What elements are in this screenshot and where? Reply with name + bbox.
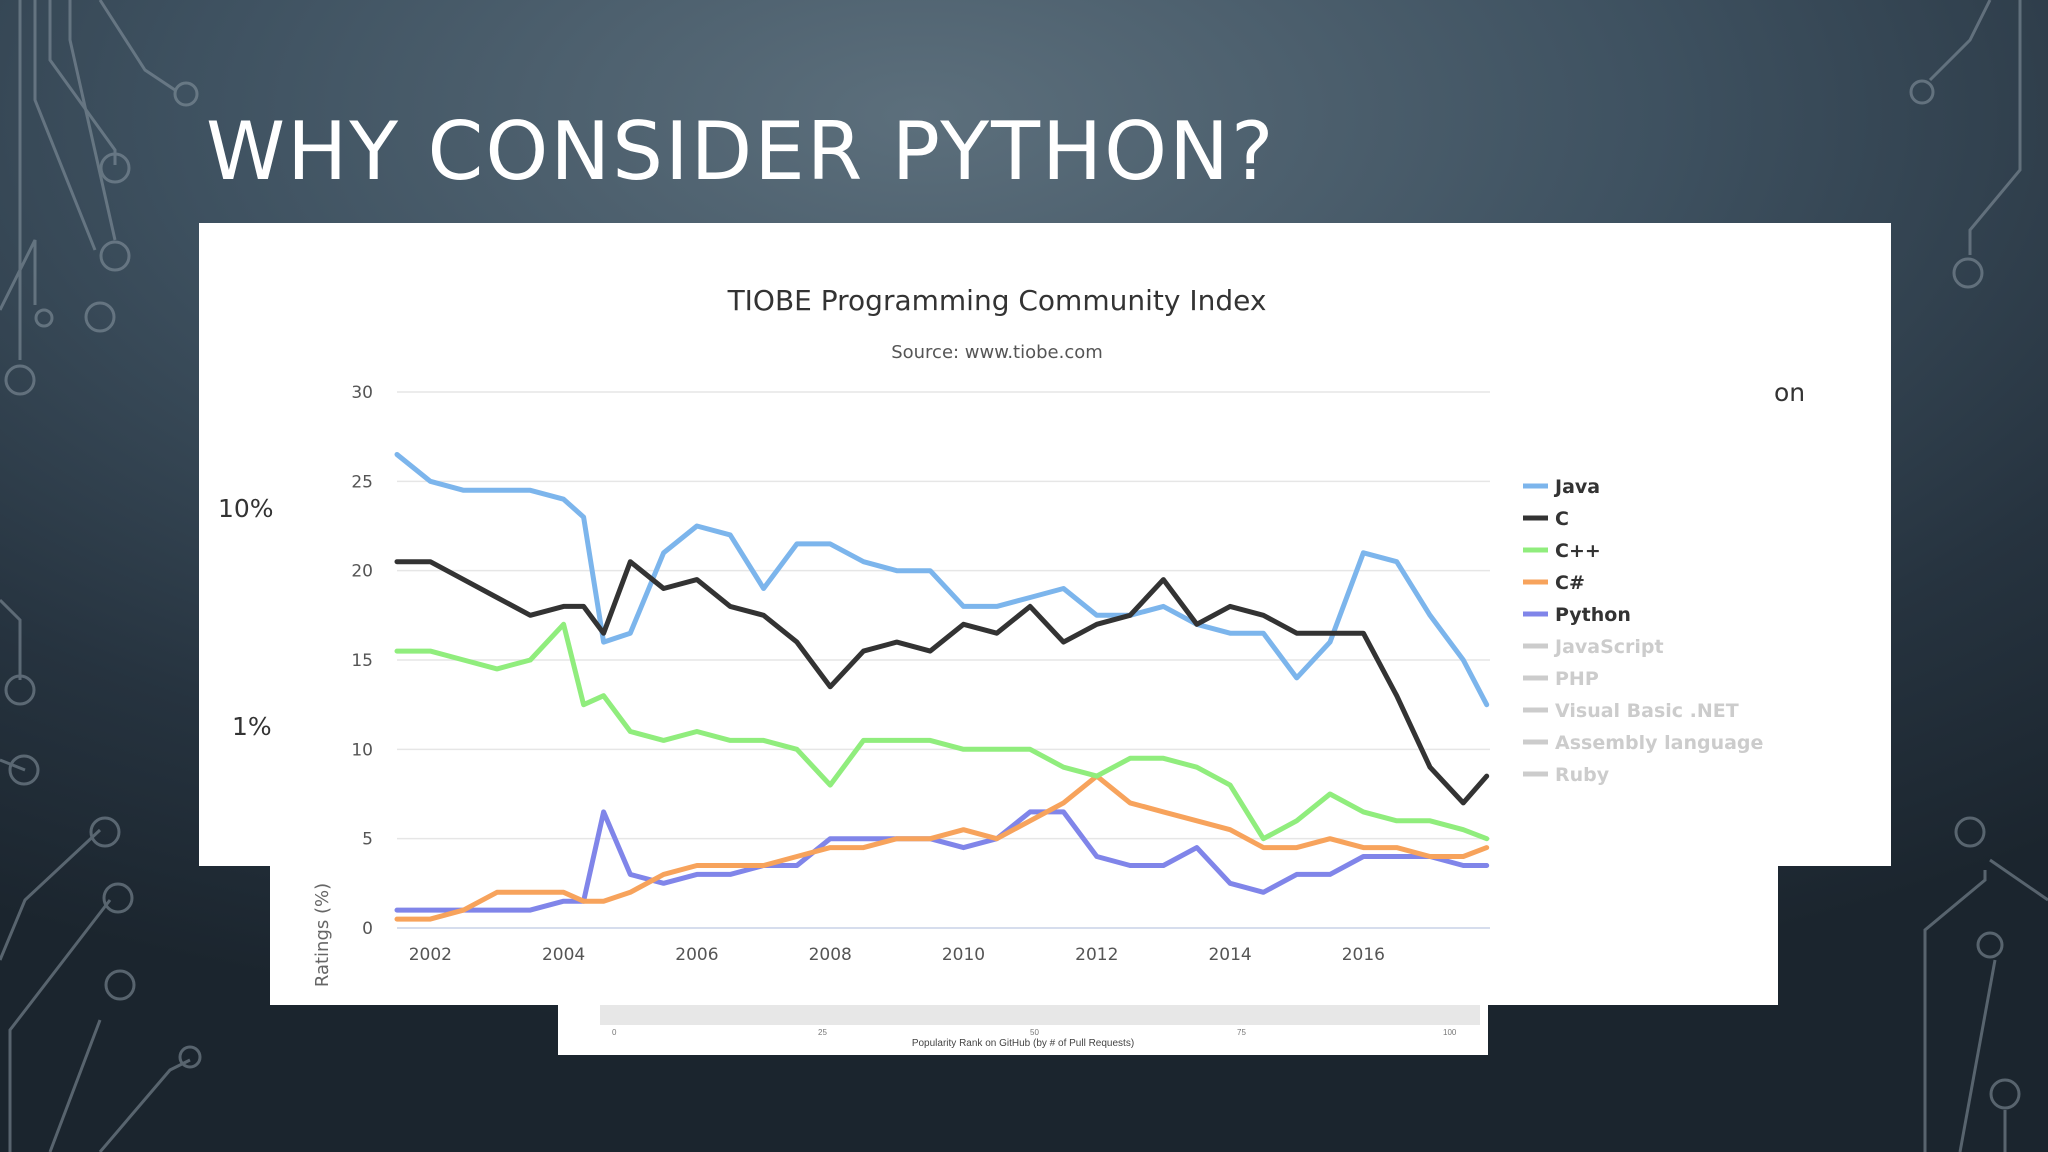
legend-item[interactable]: Assembly language: [1523, 732, 1763, 754]
y-tick-label: 0: [362, 919, 373, 939]
background-tick: 50: [1030, 1028, 1039, 1037]
x-tick-label: 2010: [942, 945, 985, 965]
y-tick-label: 20: [351, 562, 373, 582]
legend-item[interactable]: Visual Basic .NET: [1523, 700, 1739, 722]
legend-item[interactable]: PHP: [1523, 668, 1599, 690]
legend-item[interactable]: Ruby: [1523, 764, 1610, 786]
legend-label: C#: [1555, 572, 1585, 594]
x-tick-label: 2008: [809, 945, 852, 965]
x-tick-label: 2006: [675, 945, 718, 965]
legend-item[interactable]: Python: [1523, 604, 1631, 626]
chart-subtitle: Source: www.tiobe.com: [891, 342, 1103, 363]
legend-label: C: [1555, 508, 1569, 530]
legend-label: Assembly language: [1555, 732, 1763, 754]
series-line-c: [394, 559, 1490, 806]
occluded-label-fragment: 1%: [232, 712, 272, 741]
x-tick-label: 2002: [409, 945, 452, 965]
y-tick-label: 10: [351, 740, 373, 760]
legend-item[interactable]: JavaScript: [1523, 636, 1664, 658]
x-tick-label: 2014: [1208, 945, 1251, 965]
series-line-python: [394, 809, 1490, 913]
series-line-csharp: [394, 773, 1490, 922]
middle-chart-card: [270, 860, 1778, 1005]
y-tick-label: 15: [351, 651, 373, 671]
legend-item[interactable]: C: [1523, 508, 1569, 530]
legend-label: Visual Basic .NET: [1555, 700, 1739, 722]
x-tick-label: 2004: [542, 945, 585, 965]
y-axis-label: Ratings (%): [312, 883, 333, 987]
legend-label: Java: [1553, 476, 1600, 498]
background-tick: 100: [1443, 1028, 1457, 1037]
x-tick-label: 2016: [1342, 945, 1385, 965]
legend-item[interactable]: C#: [1523, 572, 1585, 594]
x-tick-label: 2012: [1075, 945, 1118, 965]
series-line-cpp: [394, 621, 1490, 842]
legend-label: Ruby: [1555, 764, 1610, 786]
y-tick-label: 25: [351, 472, 373, 492]
legend-item[interactable]: Java: [1523, 476, 1600, 498]
occluded-label-fragment: on: [1774, 378, 1806, 407]
background-tick: 0: [612, 1028, 617, 1037]
background-chart-xlabel: Popularity Rank on GitHub (by # of Pull …: [911, 1038, 1135, 1049]
y-tick-label: 5: [362, 830, 373, 850]
legend-item[interactable]: C++: [1523, 540, 1601, 562]
legend-label: PHP: [1555, 668, 1599, 690]
series-line-java: [394, 452, 1490, 708]
y-tick-label: 30: [351, 383, 373, 403]
tiobe-line-chart: TIOBE Programming Community Index Source…: [312, 284, 1763, 987]
background-chart-scrollbar: [600, 1005, 1480, 1025]
legend-label: Python: [1555, 604, 1631, 626]
background-tick: 75: [1237, 1028, 1246, 1037]
occluded-label-fragment: 10%: [218, 494, 274, 523]
slide-title: WHY CONSIDER PYTHON?: [206, 105, 1276, 198]
legend-label: JavaScript: [1553, 636, 1664, 658]
chart-title: TIOBE Programming Community Index: [727, 284, 1267, 317]
legend-label: C++: [1555, 540, 1601, 562]
background-tick: 25: [818, 1028, 827, 1037]
